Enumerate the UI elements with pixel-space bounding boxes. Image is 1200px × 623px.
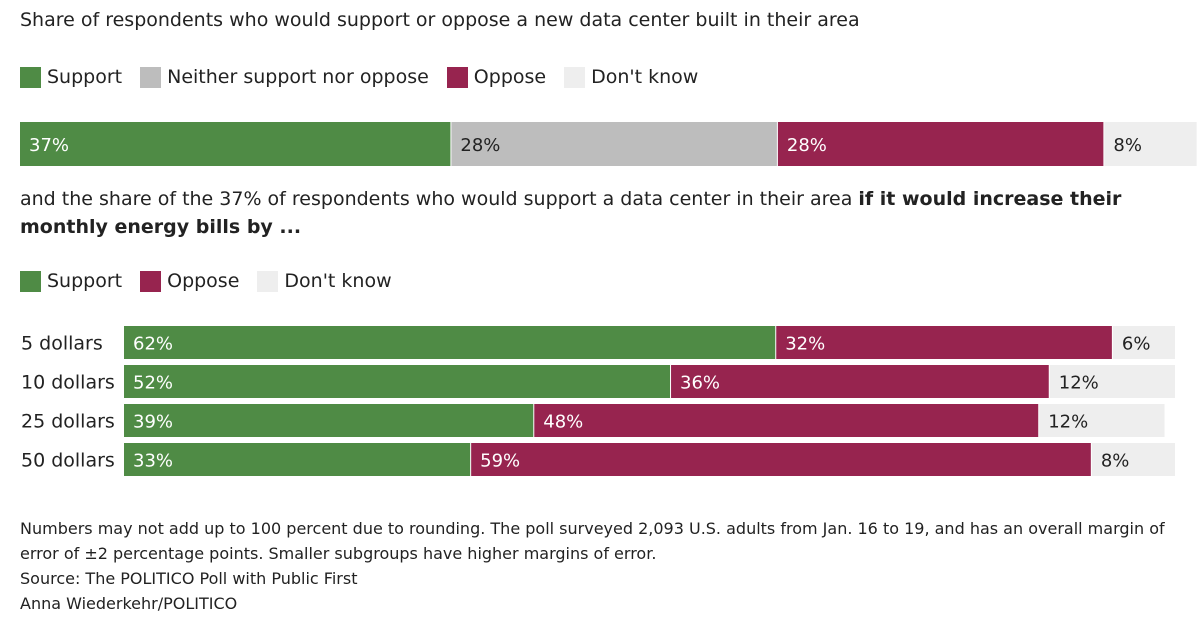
category-label-25-dollars: 25 dollars (21, 411, 115, 433)
bar-oppose-25-dollars (534, 404, 1039, 437)
bar-label-oppose-50-dollars: 59% (480, 451, 520, 472)
legend2-swatch-dont-know (257, 270, 279, 292)
legend-item-support: Support (20, 66, 122, 88)
bar-label-don-t-know-5-dollars: 6% (1122, 334, 1151, 355)
bar-label-oppose-10-dollars: 36% (680, 373, 720, 394)
category-label-10-dollars: 10 dollars (21, 372, 115, 394)
legend-label-neither: Neither support nor oppose (167, 66, 429, 88)
bar-don-t-know-5-dollars (1112, 326, 1175, 359)
bar-label-oppose-25-dollars: 48% (543, 412, 583, 433)
legend2-item-support: Support (20, 270, 122, 292)
subtitle-bold-text: if it would increase their monthly energ… (20, 188, 1122, 238)
bar-label-support-5-dollars: 62% (133, 334, 173, 355)
legend-swatch-dont-know (564, 66, 586, 88)
bar-label-support: 37% (29, 135, 69, 156)
category-label-5-dollars: 5 dollars (21, 333, 103, 355)
bar-label-neither-support-nor-oppose: 28% (460, 135, 500, 156)
legend2-label-support: Support (47, 270, 123, 292)
bar-don-t-know-25-dollars (1039, 404, 1165, 437)
legend-item-oppose: Oppose (446, 66, 547, 88)
legend-swatch-oppose (446, 66, 468, 88)
bar-label-don-t-know: 8% (1113, 135, 1142, 156)
legend2-swatch-support (20, 270, 41, 292)
bar-support-25-dollars (124, 404, 534, 437)
bar-oppose-5-dollars (776, 326, 1112, 359)
footnote: Numbers may not add up to 100 percent du… (20, 516, 1185, 616)
legend2-item-oppose: Oppose (140, 270, 239, 292)
bar-don-t-know-50-dollars (1091, 443, 1175, 476)
legend-label-dont-know: Don't know (591, 66, 699, 88)
legend2-label-dont-know: Don't know (284, 270, 392, 292)
legend-item-neither: Neither support nor oppose (140, 66, 429, 88)
bar-support-5-dollars (124, 326, 776, 359)
footnote-credit: Anna Wiederkehr/POLITICO (20, 594, 238, 613)
bar-label-oppose-5-dollars: 32% (785, 334, 825, 355)
footnote-source: Source: The POLITICO Poll with Public Fi… (20, 569, 358, 588)
legend2-item-dont-know: Don't know (257, 270, 392, 292)
bar-label-support-25-dollars: 39% (133, 412, 173, 433)
bar-label-don-t-know-25-dollars: 12% (1048, 412, 1088, 433)
bar-neither-support-nor-oppose (451, 122, 777, 166)
energy-bill-support-chart: 5 dollars 62% 32% 6% 10 dollars 52% 36% 12% 25 d… (21, 326, 1175, 476)
bar-label-don-t-know-10-dollars: 12% (1059, 373, 1099, 394)
footnote-note: Numbers may not add up to 100 percent du… (20, 519, 1165, 563)
bar-label-oppose: 28% (787, 135, 827, 156)
bar-don-t-know (1104, 122, 1197, 166)
bar-oppose-10-dollars (671, 365, 1049, 398)
legend2-swatch-oppose (140, 270, 162, 292)
chart-title: Share of respondents who would support o… (20, 9, 860, 31)
bar-label-don-t-know-50-dollars: 8% (1101, 451, 1130, 472)
legend-swatch-support (20, 66, 41, 88)
bar-support-50-dollars (124, 443, 471, 476)
legend-label-support: Support (47, 66, 123, 88)
bar-label-support-10-dollars: 52% (133, 373, 173, 394)
legend-label-oppose: Oppose (473, 66, 547, 88)
overall-support-chart: 37% 28% 28% 8% (20, 122, 1197, 166)
bar-oppose (777, 122, 1104, 166)
subtitle-plain-text: and the share of the 37% of respondents … (20, 188, 859, 210)
legend-item-dont-know: Don't know (564, 66, 698, 88)
chart-subtitle: and the share of the 37% of respondents … (20, 185, 1180, 241)
category-label-50-dollars: 50 dollars (21, 450, 115, 472)
legend-bottom: Support Oppose Don't know (20, 270, 410, 292)
legend-swatch-neither (140, 66, 162, 88)
bar-label-support-50-dollars: 33% (133, 451, 173, 472)
bar-oppose-50-dollars (471, 443, 1091, 476)
legend-top: Support Neither support nor oppose Oppos… (20, 66, 716, 88)
bar-support-10-dollars (124, 365, 671, 398)
legend2-label-oppose: Oppose (167, 270, 240, 292)
bar-support (20, 122, 451, 166)
bar-don-t-know-10-dollars (1049, 365, 1175, 398)
